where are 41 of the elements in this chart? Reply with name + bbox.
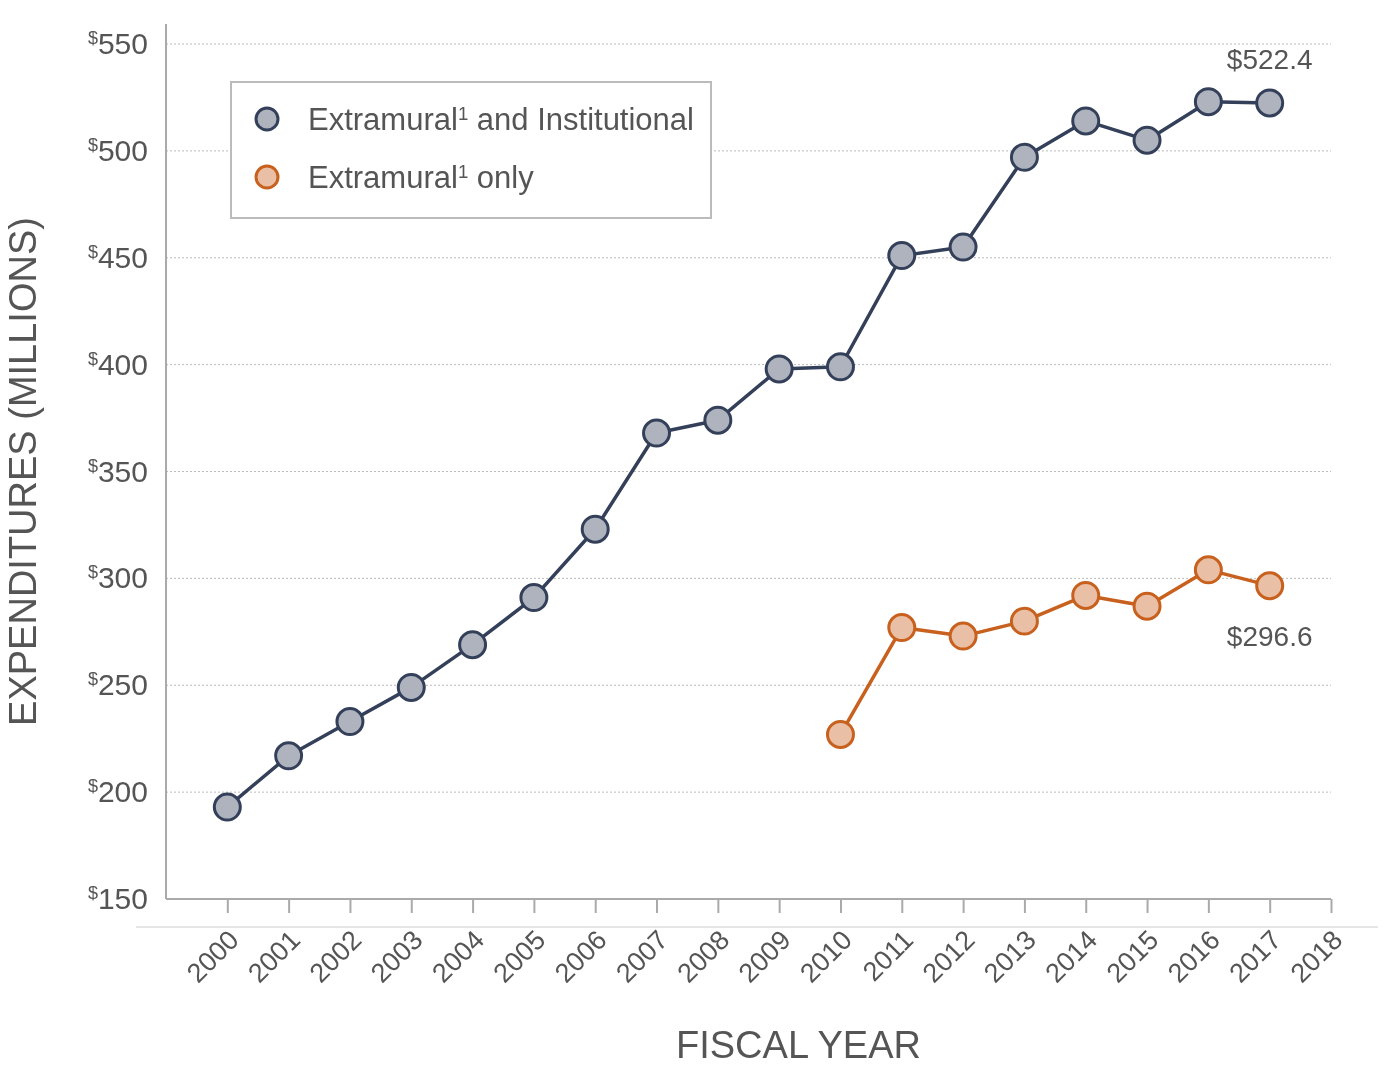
point [948,621,978,651]
point [1009,606,1039,636]
y-tick-label: $^{$}$300 [87,561,148,595]
y-tick-label: $^{$}$550 [87,27,148,61]
point [274,741,304,771]
point [825,719,855,749]
point [1255,88,1285,118]
point [335,707,365,737]
legend-label: Extramural$^{1}$ and Institutional [308,102,694,137]
point [1009,142,1039,172]
point [887,613,917,642]
legend-label: Extramural$^{1}$ only [308,160,535,195]
y-tick-label: $^{$}$450 [87,240,148,274]
point [1255,571,1285,601]
point [948,232,978,262]
point [887,241,917,271]
point [580,514,610,544]
point [396,672,426,702]
data-label: $522.4 [1226,44,1313,75]
point [825,352,855,382]
y-axis-title: EXPENDITURES (MILLIONS) [2,217,44,726]
x-axis-title: FISCAL YEAR [676,1024,921,1066]
point [1071,106,1101,136]
y-tick-label: $^{$}$250 [87,668,148,702]
y-tick-label: $^{$}$500 [87,133,148,167]
y-tick-label: $^{$}$350 [87,454,148,488]
point [703,405,733,435]
point [1071,581,1101,610]
y-tick-label: $^{$}$150 [87,882,148,916]
point [519,583,549,613]
y-tick-label: $^{$}$200 [87,775,148,809]
point [764,354,794,384]
point [1193,555,1223,585]
point [1193,87,1223,117]
point [1132,125,1162,155]
point [642,418,672,448]
y-tick-label: $^{$}$400 [87,347,148,381]
data-label: $296.6 [1226,620,1313,652]
point [458,630,488,660]
point [212,792,242,822]
point [1132,591,1162,621]
